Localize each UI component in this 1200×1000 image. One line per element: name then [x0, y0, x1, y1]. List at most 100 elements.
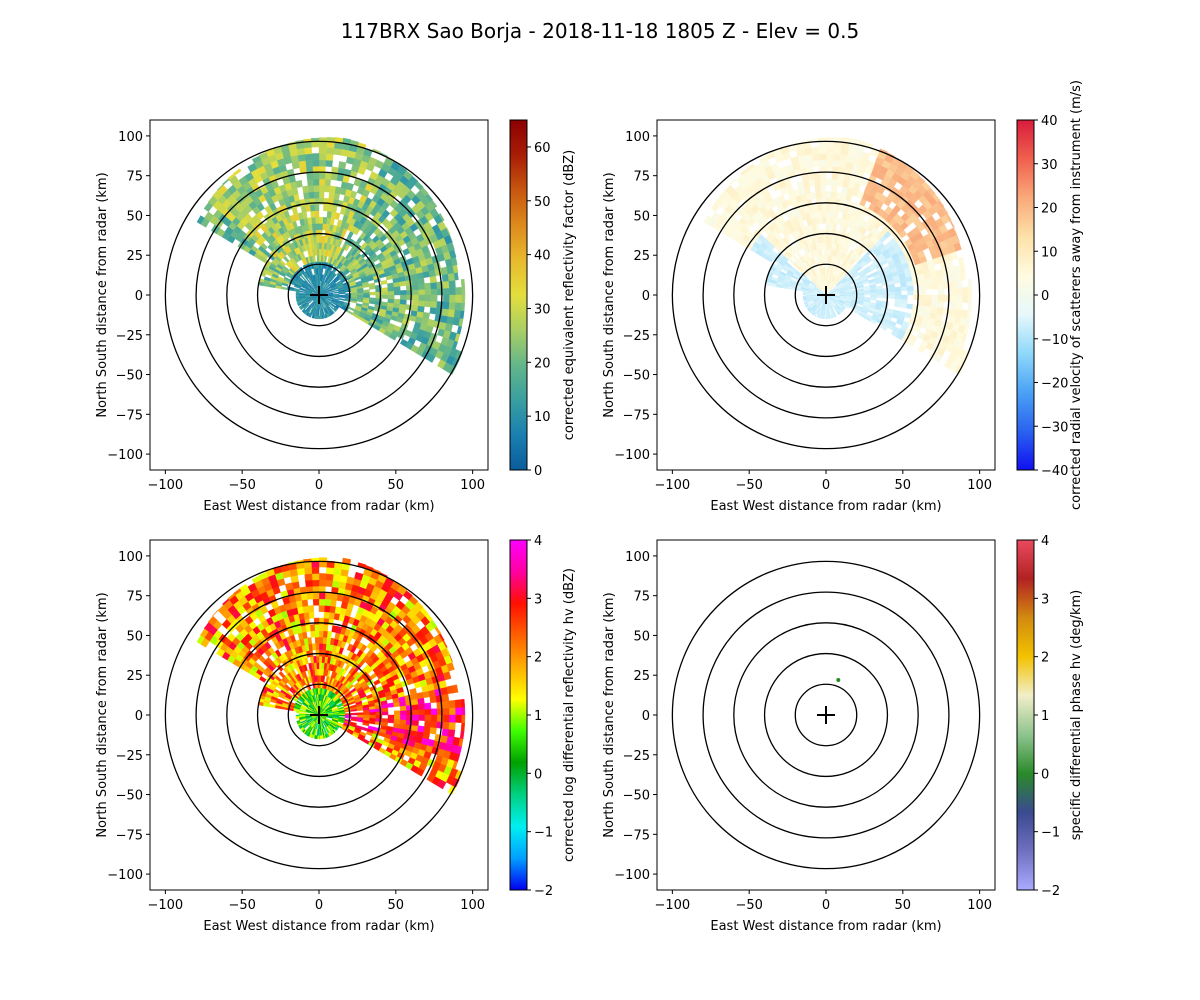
x-tick-label: 50: [388, 898, 405, 913]
colorbar-tick-label: −30: [1041, 420, 1068, 435]
figure-title: 117BRX Sao Borja - 2018-11-18 1805 Z - E…: [341, 19, 859, 43]
colorbar-tick-label: −20: [1041, 377, 1068, 392]
colorbar-tick-label: −1: [1041, 826, 1060, 841]
y-tick-label: 100: [625, 130, 650, 145]
colorbar-label: corrected radial velocity of scatterers …: [1069, 80, 1084, 510]
y-tick-label: 100: [625, 550, 650, 565]
y-tick-label: 0: [642, 289, 650, 304]
y-tick-label: −75: [116, 828, 143, 843]
colorbar-tick-label: −2: [1041, 884, 1060, 899]
range-ring: [195, 171, 443, 419]
radar-data-specific_differential_phase: [836, 678, 841, 682]
y-tick-label: −75: [623, 408, 650, 423]
y-tick-label: −50: [116, 369, 143, 384]
y-tick-label: −50: [623, 789, 650, 804]
y-tick-label: 75: [633, 170, 650, 185]
x-tick-label: −50: [228, 898, 255, 913]
y-tick-label: 25: [633, 669, 650, 684]
colorbar-tick-label: 60: [534, 141, 551, 156]
x-axis-label: East West distance from radar (km): [203, 499, 434, 514]
panel-bottom-left: −100 −50 0 50 100 −100 −75 −50 −25 0 25 50 75 100 East…: [95, 534, 577, 934]
x-tick-label: −100: [148, 478, 184, 493]
range-ring: [794, 683, 858, 747]
y-tick-label: 0: [642, 709, 650, 724]
y-tick-label: 100: [118, 550, 143, 565]
x-tick-label: 100: [460, 478, 485, 493]
y-tick-label: −25: [116, 329, 143, 344]
y-tick-label: 75: [126, 590, 143, 605]
y-tick-label: 50: [126, 629, 143, 644]
range-ring: [256, 232, 382, 358]
colorbar-tick-label: 30: [534, 302, 551, 317]
colorbar-tick-label: 0: [534, 464, 542, 479]
panel-bottom-right: −100 −50 0 50 100 −100 −75 −50 −25 0 25 50 75 100 East…: [602, 534, 1084, 934]
colorbar-tick-label: 0: [1041, 767, 1049, 782]
panel-top-right: −100 −50 0 50 100−100−75−50−250255075100East…: [602, 80, 1084, 514]
y-tick-label: 25: [126, 669, 143, 684]
colorbar-tick-label: −1: [534, 826, 553, 841]
colorbar-tick-label: 1: [1041, 709, 1049, 724]
x-tick-label: 0: [315, 898, 323, 913]
colorbar-tick-label: 50: [534, 195, 551, 210]
y-tick-label: 50: [633, 209, 650, 224]
y-tick-label: −75: [116, 408, 143, 423]
x-tick-label: −100: [655, 898, 691, 913]
range-ring: [794, 263, 858, 327]
y-tick-label: −50: [116, 789, 143, 804]
colorbar: [1016, 539, 1035, 891]
y-tick-label: 75: [633, 590, 650, 605]
x-axis-label: East West distance from radar (km): [710, 499, 941, 514]
colorbar-tick-label: 1: [534, 709, 542, 724]
colorbar: [509, 119, 528, 471]
y-axis-label: North South distance from radar (km): [95, 172, 110, 417]
y-tick-label: −25: [116, 749, 143, 764]
range-ring: [226, 622, 412, 808]
y-tick-label: 0: [135, 709, 143, 724]
y-tick-label: −50: [623, 369, 650, 384]
y-tick-label: 50: [126, 209, 143, 224]
colorbar-tick-label: 40: [534, 249, 551, 264]
y-tick-label: −100: [107, 868, 143, 883]
y-tick-label: 0: [135, 289, 143, 304]
colorbar-tick-label: 3: [534, 592, 542, 607]
colorbar-tick-label: 2: [1041, 651, 1049, 666]
range-ring: [226, 202, 412, 388]
colorbar-tick-label: 20: [534, 356, 551, 371]
x-tick-label: −50: [228, 478, 255, 493]
range-ring: [164, 560, 474, 870]
x-tick-label: 0: [822, 478, 830, 493]
colorbar-tick-label: 0: [1041, 289, 1049, 304]
range-ring: [164, 140, 474, 450]
kdp-blip: [836, 678, 841, 682]
radar-data-reflectivity: [196, 136, 466, 375]
range-ring: [287, 683, 351, 747]
y-axis-label: North South distance from radar (km): [95, 592, 110, 837]
y-tick-label: −75: [623, 828, 650, 843]
panel-top-left: −100 −50 0 50 100−100−75−50−250255075100East…: [95, 119, 577, 514]
range-ring: [195, 591, 443, 839]
radar-data-velocity: [703, 136, 973, 375]
x-tick-label: −50: [735, 898, 762, 913]
y-tick-label: −25: [623, 329, 650, 344]
colorbar-tick-label: 10: [1041, 245, 1058, 260]
x-tick-label: 0: [315, 478, 323, 493]
y-tick-label: −25: [623, 749, 650, 764]
y-tick-label: 75: [126, 170, 143, 185]
x-tick-label: 50: [388, 478, 405, 493]
colorbar-tick-label: −2: [534, 884, 553, 899]
range-ring: [702, 591, 950, 839]
colorbar-tick-label: 3: [1041, 592, 1049, 607]
x-tick-label: 100: [967, 478, 992, 493]
colorbar-label: corrected log differential reflectivity …: [562, 568, 577, 862]
y-tick-label: 100: [118, 130, 143, 145]
colorbar-tick-label: 4: [1041, 534, 1049, 549]
x-axis-label: East West distance from radar (km): [203, 919, 434, 934]
y-tick-label: 25: [633, 249, 650, 264]
x-tick-label: 100: [967, 898, 992, 913]
range-ring: [287, 263, 351, 327]
x-axis-label: East West distance from radar (km): [710, 919, 941, 934]
y-tick-label: 50: [633, 629, 650, 644]
colorbar-tick-label: 4: [534, 534, 542, 549]
range-ring: [256, 652, 382, 778]
